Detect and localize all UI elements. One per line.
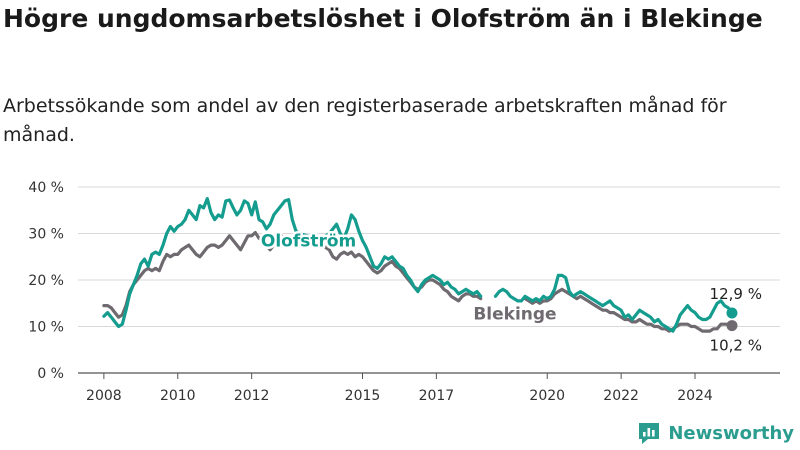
end-value-label-blekinge: 10,2 %	[710, 337, 762, 355]
series-end-point-blekinge	[726, 320, 738, 332]
series-label-blekinge: Blekinge	[473, 304, 556, 324]
series-end-point-olofstrom	[726, 307, 738, 319]
x-tick-label: 2008	[86, 388, 122, 404]
y-tick-label: 0 %	[37, 366, 64, 382]
x-axis: 2008 2010 2012 2015 2017 2020 2022 2024	[86, 373, 713, 404]
page-subtitle: Arbetssökande som andel av den registerb…	[3, 95, 727, 146]
x-tick-label: 2010	[160, 388, 196, 404]
y-tick-label: 20 %	[28, 273, 64, 289]
end-value-label-olofstrom: 12,9 %	[710, 285, 762, 303]
chart-series	[102, 197, 738, 333]
x-tick-label: 2022	[603, 388, 639, 404]
newsworthy-logo-icon	[639, 423, 660, 444]
x-tick-label: 2024	[677, 388, 713, 404]
y-tick-label: 10 %	[28, 320, 64, 336]
brand-name: Newsworthy	[668, 422, 794, 444]
y-tick-label: 40 %	[28, 180, 64, 196]
x-tick-label: 2020	[529, 388, 565, 404]
brand-logo: Newsworthy	[636, 420, 794, 446]
x-tick-label: 2017	[419, 388, 455, 404]
x-tick-label: 2012	[234, 388, 270, 404]
x-tick-label: 2015	[345, 388, 381, 404]
y-tick-label: 30 %	[28, 227, 64, 243]
series-label-olofstrom: Olofström	[261, 231, 356, 251]
series-line-olofstrom	[102, 197, 734, 333]
chart-labels: Olofström Blekinge 12,9 % 10,2 %	[258, 229, 762, 355]
y-axis: 0 % 10 % 20 % 30 % 40 %	[28, 180, 64, 382]
series-line-blekinge	[102, 231, 734, 333]
page-title: Högre ungdomsarbetslöshet i Olofström än…	[3, 4, 763, 33]
